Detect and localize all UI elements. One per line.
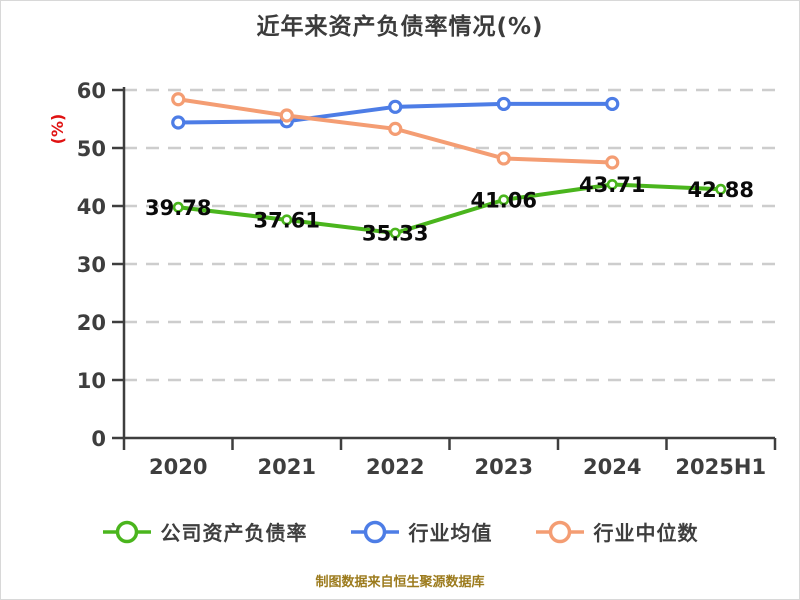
legend-line-marker-icon (350, 520, 399, 543)
legend-item-industry-mean: 行业均值 (350, 517, 493, 546)
svg-text:2021: 2021 (258, 455, 316, 479)
legend-line-marker-icon (535, 520, 584, 543)
legend-line-marker-icon (102, 520, 151, 543)
svg-text:42.88: 42.88 (688, 178, 754, 202)
svg-text:(%): (%) (48, 114, 67, 145)
chart-title: 近年来资产负债率情况(%) (256, 14, 544, 40)
legend-label: 行业均值 (408, 521, 493, 545)
svg-text:2024: 2024 (583, 455, 641, 479)
legend-label: 行业中位数 (593, 521, 699, 545)
svg-text:30: 30 (77, 253, 106, 277)
svg-text:37.61: 37.61 (254, 208, 320, 232)
svg-text:2022: 2022 (366, 455, 424, 479)
data-source-note: 制图数据来自恒生聚源数据库 (315, 575, 485, 590)
svg-text:41.06: 41.06 (471, 188, 537, 212)
legend-label: 公司资产负债率 (160, 521, 308, 545)
svg-text:50: 50 (77, 137, 106, 161)
svg-text:2020: 2020 (149, 455, 207, 479)
svg-text:35.33: 35.33 (362, 222, 428, 246)
chart-legend: 公司资产负债率 行业均值 行业中位数 (1, 517, 799, 546)
svg-text:40: 40 (77, 195, 106, 219)
svg-text:2025H1: 2025H1 (675, 455, 766, 479)
svg-text:60: 60 (77, 79, 106, 103)
svg-text:43.71: 43.71 (579, 173, 645, 197)
svg-text:10: 10 (77, 369, 106, 393)
svg-text:39.78: 39.78 (145, 196, 211, 220)
svg-text:0: 0 (91, 427, 106, 451)
svg-text:20: 20 (77, 311, 106, 335)
svg-text:2023: 2023 (475, 455, 533, 479)
legend-item-company: 公司资产负债率 (102, 517, 308, 546)
legend-item-industry-median: 行业中位数 (535, 517, 699, 546)
